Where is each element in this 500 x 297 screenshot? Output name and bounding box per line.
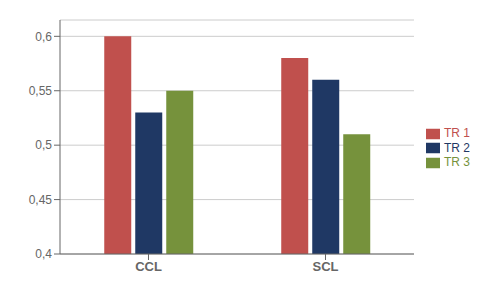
html-text:TR 1: TR 1 bbox=[444, 125, 470, 140]
svg-text:SCL: SCL bbox=[312, 259, 338, 274]
svg-text:0,6: 0,6 bbox=[35, 30, 52, 44]
svg-text:0,5: 0,5 bbox=[35, 138, 52, 152]
svg-text:0,45: 0,45 bbox=[29, 193, 53, 207]
html-text:TR 3: TR 3 bbox=[444, 155, 470, 170]
svg-text:0,55: 0,55 bbox=[29, 84, 53, 98]
svg-text:0,4: 0,4 bbox=[35, 247, 52, 261]
html-text:TR 2: TR 2 bbox=[444, 140, 470, 155]
svg-text:CCL: CCL bbox=[135, 259, 162, 274]
